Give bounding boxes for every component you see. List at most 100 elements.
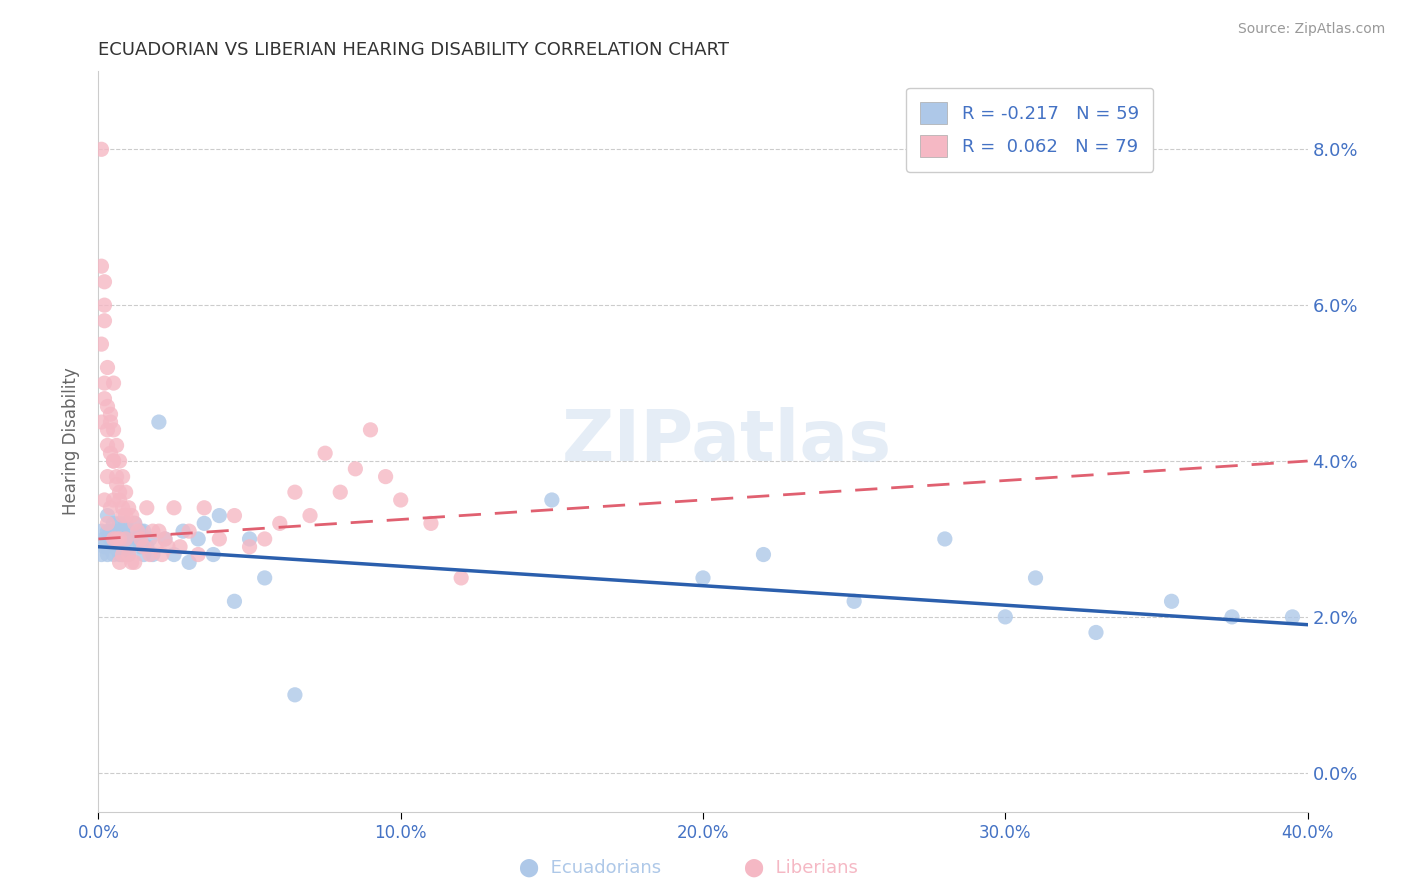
Text: ZIPatlas: ZIPatlas [562,407,893,476]
Point [1024,571,1046,585]
Point [124,516,146,531]
Point [253,571,276,585]
Point [103,548,125,562]
Point [93,540,115,554]
Point [105,438,128,452]
Point [135,500,157,515]
Point [129,540,152,554]
Point [100,532,122,546]
Point [169,540,191,554]
Point [844,594,866,608]
Point [314,446,336,460]
Point [360,423,382,437]
Point [1160,594,1182,608]
Point [111,469,134,483]
Point [118,500,141,515]
Point [139,532,162,546]
Point [934,532,956,546]
Text: Source: ZipAtlas.com: Source: ZipAtlas.com [1237,22,1385,37]
Point [90,548,112,562]
Point [179,524,201,538]
Point [1085,625,1108,640]
Point [93,493,115,508]
Point [202,548,225,562]
Point [121,555,143,569]
Point [103,493,125,508]
Point [344,462,367,476]
Point [420,516,443,531]
Point [114,532,136,546]
Point [105,469,128,483]
Point [193,500,215,515]
Point [132,524,155,538]
Point [111,500,134,515]
Point [124,516,146,531]
Point [208,508,231,523]
Y-axis label: Hearing Disability: Hearing Disability [62,368,80,516]
Point [129,524,152,538]
Point [100,415,122,429]
Point [284,688,307,702]
Point [103,540,125,554]
Point [93,298,115,312]
Point [108,532,131,546]
Point [148,415,170,429]
Point [145,540,167,554]
Point [1281,610,1303,624]
Point [108,532,131,546]
Point [90,259,112,273]
Point [208,532,231,546]
Point [108,454,131,468]
Point [329,485,352,500]
Point [135,540,157,554]
Point [121,532,143,546]
Text: ECUADORIAN VS LIBERIAN HEARING DISABILITY CORRELATION CHART: ECUADORIAN VS LIBERIAN HEARING DISABILIT… [98,41,730,59]
Point [1220,610,1243,624]
Point [96,423,118,437]
Point [105,524,128,538]
Point [93,314,115,328]
Point [93,532,115,546]
Point [103,376,125,390]
Point [100,500,122,515]
Point [224,508,246,523]
Point [103,532,125,546]
Point [105,477,128,491]
Point [269,516,291,531]
Point [163,500,186,515]
Point [96,360,118,375]
Point [374,469,396,483]
Point [108,493,131,508]
Point [96,438,118,452]
Point [127,532,149,546]
Point [100,524,122,538]
Point [90,142,112,156]
Point [103,454,125,468]
Point [111,548,134,562]
Point [93,392,115,406]
Point [105,532,128,546]
Point [114,508,136,523]
Text: ⬤  Ecuadorians: ⬤ Ecuadorians [519,858,662,877]
Point [114,485,136,500]
Point [114,516,136,531]
Point [284,485,307,500]
Point [114,532,136,546]
Point [172,524,194,538]
Point [103,516,125,531]
Point [132,548,155,562]
Point [142,524,165,538]
Point [96,508,118,523]
Point [156,540,179,554]
Point [118,548,141,562]
Point [96,524,118,538]
Point [142,548,165,562]
Point [187,532,209,546]
Point [93,275,115,289]
Point [150,548,173,562]
Point [96,516,118,531]
Point [153,532,176,546]
Point [108,555,131,569]
Point [187,548,209,562]
Point [179,555,201,569]
